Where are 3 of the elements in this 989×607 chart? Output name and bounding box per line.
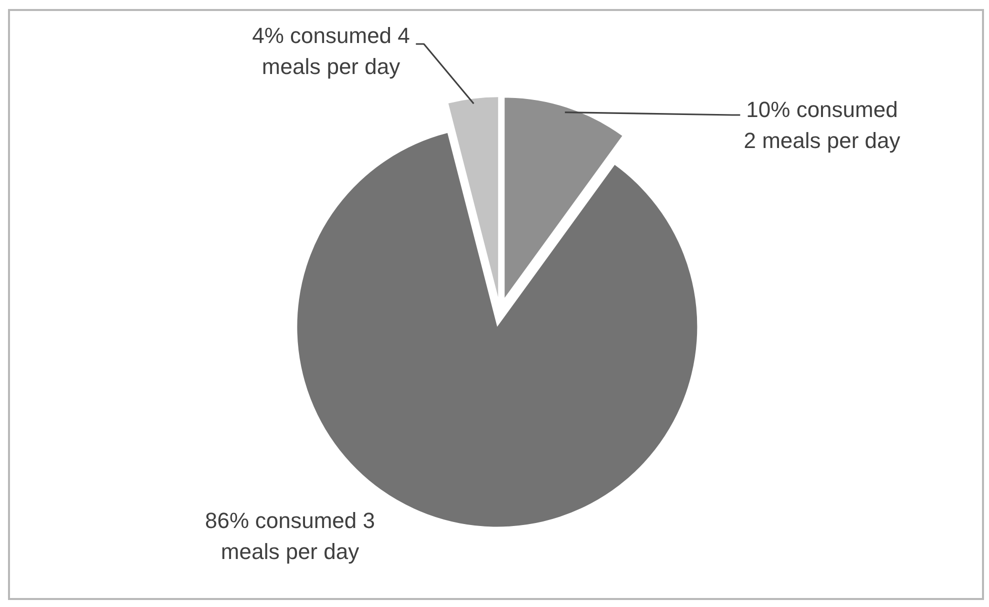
- slice-label: 86% consumed 3 meals per day: [205, 508, 375, 564]
- slice-label: 10% consumed 2 meals per day: [744, 97, 900, 153]
- slice-label: 4% consumed 4 meals per day: [252, 23, 410, 79]
